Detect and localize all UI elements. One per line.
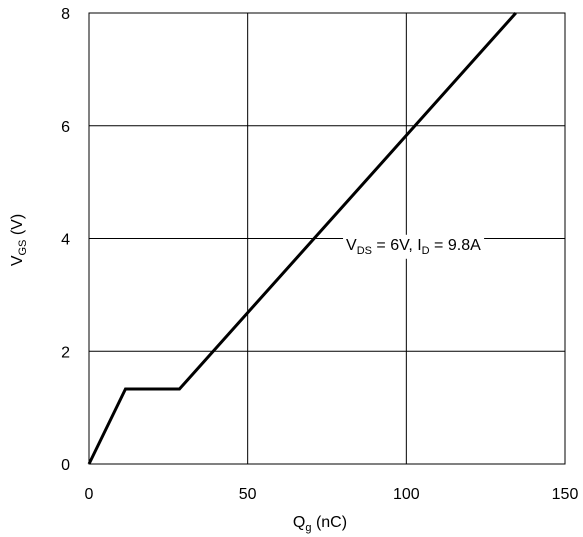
annotation-subscript: D [422,245,430,257]
y-axis-label-rest: (V) [9,214,26,240]
grid-lines [88,12,566,465]
x-axis-label-sub: g [305,522,311,534]
condition-annotation: VDS = 6V, ID = 9.8A [346,237,481,257]
annotation-text: V [346,237,357,254]
x-tick-label: 50 [239,486,257,503]
y-tick-label: 2 [61,344,70,361]
x-axis-label: Qg (nC) [293,514,347,534]
annotation-background [343,234,485,259]
y-axis-label: VGS (V) [9,214,29,266]
annotation-text: = 6V, I [372,237,422,254]
y-axis-label-sub: GS [17,240,29,256]
series-line [87,11,517,465]
annotation-text: = 9.8A [430,237,481,254]
y-tick-label: 8 [61,6,70,23]
x-tick-label: 0 [85,486,94,503]
x-tick-label: 150 [552,486,579,503]
y-tick-label: 0 [61,457,70,474]
y-tick-label: 6 [61,119,70,136]
y-tick-label: 4 [61,232,70,249]
x-axis-label-main: Q [293,514,305,531]
plot-frame [88,12,566,465]
x-tick-label: 100 [393,486,420,503]
y-axis-label-main: V [9,255,26,266]
x-axis-label-rest: (nC) [312,514,348,531]
x-tick-labels: 0 50 100 150 [85,486,579,503]
annotation-subscript: DS [357,245,372,257]
y-tick-labels: 0 2 4 6 8 [61,6,70,474]
series-group [87,11,517,465]
